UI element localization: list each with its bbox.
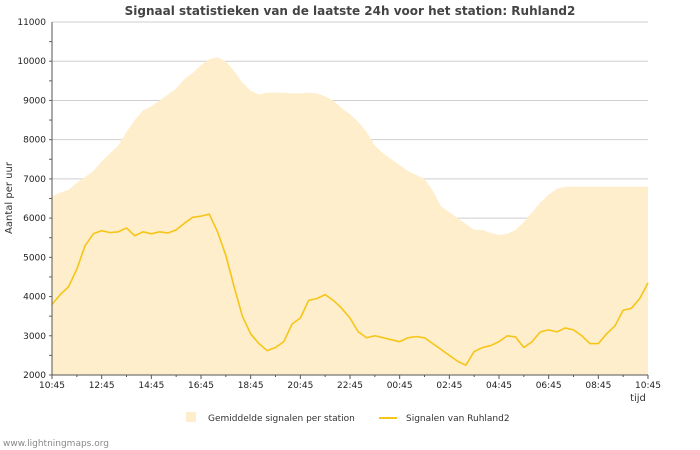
chart-title: Signaal statistieken van de laatste 24h … — [125, 4, 576, 18]
y-tick-label: 4000 — [23, 293, 46, 303]
x-tick-label: 14:45 — [138, 381, 164, 391]
x-tick-label: 22:45 — [337, 381, 363, 391]
x-tick-label: 16:45 — [188, 381, 214, 391]
x-tick-label: 00:45 — [387, 381, 413, 391]
y-axis-label: Aantal per uur — [4, 161, 15, 234]
x-tick-label: 10:45 — [39, 381, 65, 391]
x-tick-label: 08:45 — [585, 381, 611, 391]
credit-text: www.lightningmaps.org — [3, 439, 109, 449]
legend-swatch-average — [186, 412, 196, 422]
x-tick-label: 18:45 — [238, 381, 264, 391]
x-tick-label: 20:45 — [287, 381, 313, 391]
series-layer — [51, 57, 649, 376]
x-tick-label: 12:45 — [89, 381, 115, 391]
y-tick-label: 8000 — [23, 136, 46, 146]
y-tick-label: 5000 — [23, 253, 46, 263]
y-tick-label: 10000 — [17, 57, 46, 67]
y-tick-label: 7000 — [23, 175, 46, 185]
x-tick-label: 04:45 — [486, 381, 512, 391]
series-area-average — [52, 57, 648, 376]
x-tick-label: 06:45 — [536, 381, 562, 391]
series-line-station — [51, 213, 649, 366]
legend-label-average: Gemiddelde signalen per station — [208, 414, 355, 424]
y-tick-label: 6000 — [23, 214, 46, 224]
legend: Gemiddelde signalen per station Signalen… — [186, 412, 510, 424]
y-tick-label: 9000 — [23, 96, 46, 106]
legend-label-station: Signalen van Ruhland2 — [406, 414, 510, 424]
x-tick-label: 10:45 — [635, 381, 661, 391]
axes: 2000 3000 4000 5000 6000 7000 8000 9000 10000 110… — [17, 18, 661, 391]
y-tick-label: 11000 — [17, 18, 46, 28]
x-tick-label: 02:45 — [436, 381, 462, 391]
y-tick-label: 2000 — [23, 371, 46, 381]
x-axis-label: tijd — [630, 393, 646, 404]
y-tick-label: 3000 — [23, 332, 46, 342]
